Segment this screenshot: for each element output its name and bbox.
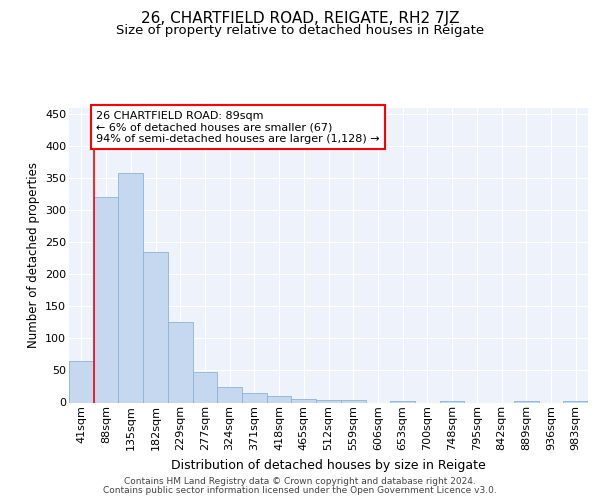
Bar	[514, 400, 539, 402]
Bar	[563, 400, 588, 402]
Bar	[217, 387, 242, 402]
Bar	[143, 252, 168, 402]
Bar	[193, 372, 217, 402]
Bar	[316, 400, 341, 402]
X-axis label: Distribution of detached houses by size in Reigate: Distribution of detached houses by size …	[171, 458, 486, 471]
Bar	[94, 198, 118, 402]
Text: Size of property relative to detached houses in Reigate: Size of property relative to detached ho…	[116, 24, 484, 37]
Bar	[292, 398, 316, 402]
Text: Contains HM Land Registry data © Crown copyright and database right 2024.: Contains HM Land Registry data © Crown c…	[124, 477, 476, 486]
Text: 26 CHARTFIELD ROAD: 89sqm
← 6% of detached houses are smaller (67)
94% of semi-d: 26 CHARTFIELD ROAD: 89sqm ← 6% of detach…	[96, 110, 380, 144]
Text: 26, CHARTFIELD ROAD, REIGATE, RH2 7JZ: 26, CHARTFIELD ROAD, REIGATE, RH2 7JZ	[141, 11, 459, 26]
Bar	[168, 322, 193, 402]
Bar	[69, 361, 94, 403]
Bar	[267, 396, 292, 402]
Y-axis label: Number of detached properties: Number of detached properties	[26, 162, 40, 348]
Bar	[242, 393, 267, 402]
Bar	[390, 400, 415, 402]
Text: Contains public sector information licensed under the Open Government Licence v3: Contains public sector information licen…	[103, 486, 497, 495]
Bar	[118, 173, 143, 402]
Bar	[440, 400, 464, 402]
Bar	[341, 400, 365, 402]
